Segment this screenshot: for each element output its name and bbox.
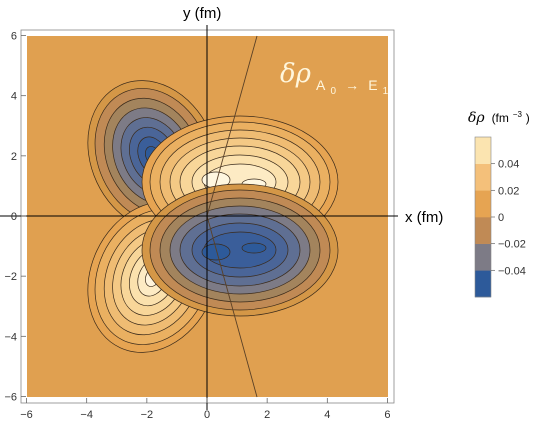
- x-tick-label: −2: [141, 409, 154, 421]
- y-tick-label: 6: [11, 31, 17, 43]
- lobe-lower-right: [141, 183, 339, 317]
- colorbar-title-exp: −3: [513, 110, 523, 119]
- colorbar-title-symbol: δρ: [468, 110, 485, 126]
- colorbar-tick-label: 0.02: [498, 185, 519, 197]
- colorbar-band: [475, 243, 491, 271]
- y-axis-ticks: 6 4 2 0 −2 −4 −6: [4, 31, 26, 403]
- y-tick-label: 4: [11, 91, 17, 103]
- annotation-sub2: E: [368, 77, 377, 93]
- colorbar-band: [475, 270, 491, 298]
- boundary-line-lower: [206, 215, 258, 398]
- annotation-symbol: δρ: [280, 59, 312, 89]
- colorbar-tick-label: −0.04: [498, 265, 526, 277]
- y-tick-label: 2: [11, 151, 17, 163]
- colorbar-title-unit: (fm: [492, 111, 509, 125]
- x-tick-label: 4: [324, 409, 330, 421]
- colorbar-title: δρ (fm −3 ): [468, 104, 530, 126]
- colorbar-tick-label: −0.02: [498, 239, 526, 251]
- x-axis-label: x (fm): [405, 209, 443, 226]
- colorbar-tick-label: 0: [498, 212, 504, 224]
- annotation-sub: A: [316, 77, 326, 93]
- plot-annotation: δρ A 0 → E 1: [280, 59, 389, 98]
- y-axis-label: y (fm): [183, 5, 221, 22]
- colorbar-band: [475, 163, 491, 191]
- annotation-subsub: 0: [330, 86, 336, 97]
- colorbar-band: [475, 217, 491, 244]
- boundary-line-upper: [206, 35, 258, 217]
- y-tick-label: −2: [4, 271, 17, 283]
- x-tick-label: −6: [20, 409, 33, 421]
- x-tick-label: 0: [204, 409, 210, 421]
- annotation-arrow: →: [345, 77, 359, 93]
- colorbar-title-close: ): [526, 111, 530, 125]
- x-tick-label: 2: [264, 409, 270, 421]
- y-tick-label: 0: [11, 211, 17, 223]
- x-axis-ticks: −6 −4 −2 0 2 4 6: [20, 398, 391, 421]
- x-tick-label: 6: [384, 409, 390, 421]
- colorbar: δρ (fm −3 ) 0.04 0.02 0 −0.02 −0.04: [468, 104, 530, 298]
- colorbar-band: [475, 137, 491, 164]
- y-tick-label: −6: [4, 391, 17, 403]
- colorbar-tick-label: 0.04: [498, 159, 519, 171]
- colorbar-band: [475, 190, 491, 218]
- colorbar-ticks: 0.04 0.02 0 −0.02 −0.04: [491, 159, 526, 277]
- y-tick-label: −4: [4, 331, 17, 343]
- annotation-sub2sub: 1: [383, 86, 389, 97]
- colorbar-bands: [475, 137, 491, 298]
- x-tick-label: −4: [80, 409, 93, 421]
